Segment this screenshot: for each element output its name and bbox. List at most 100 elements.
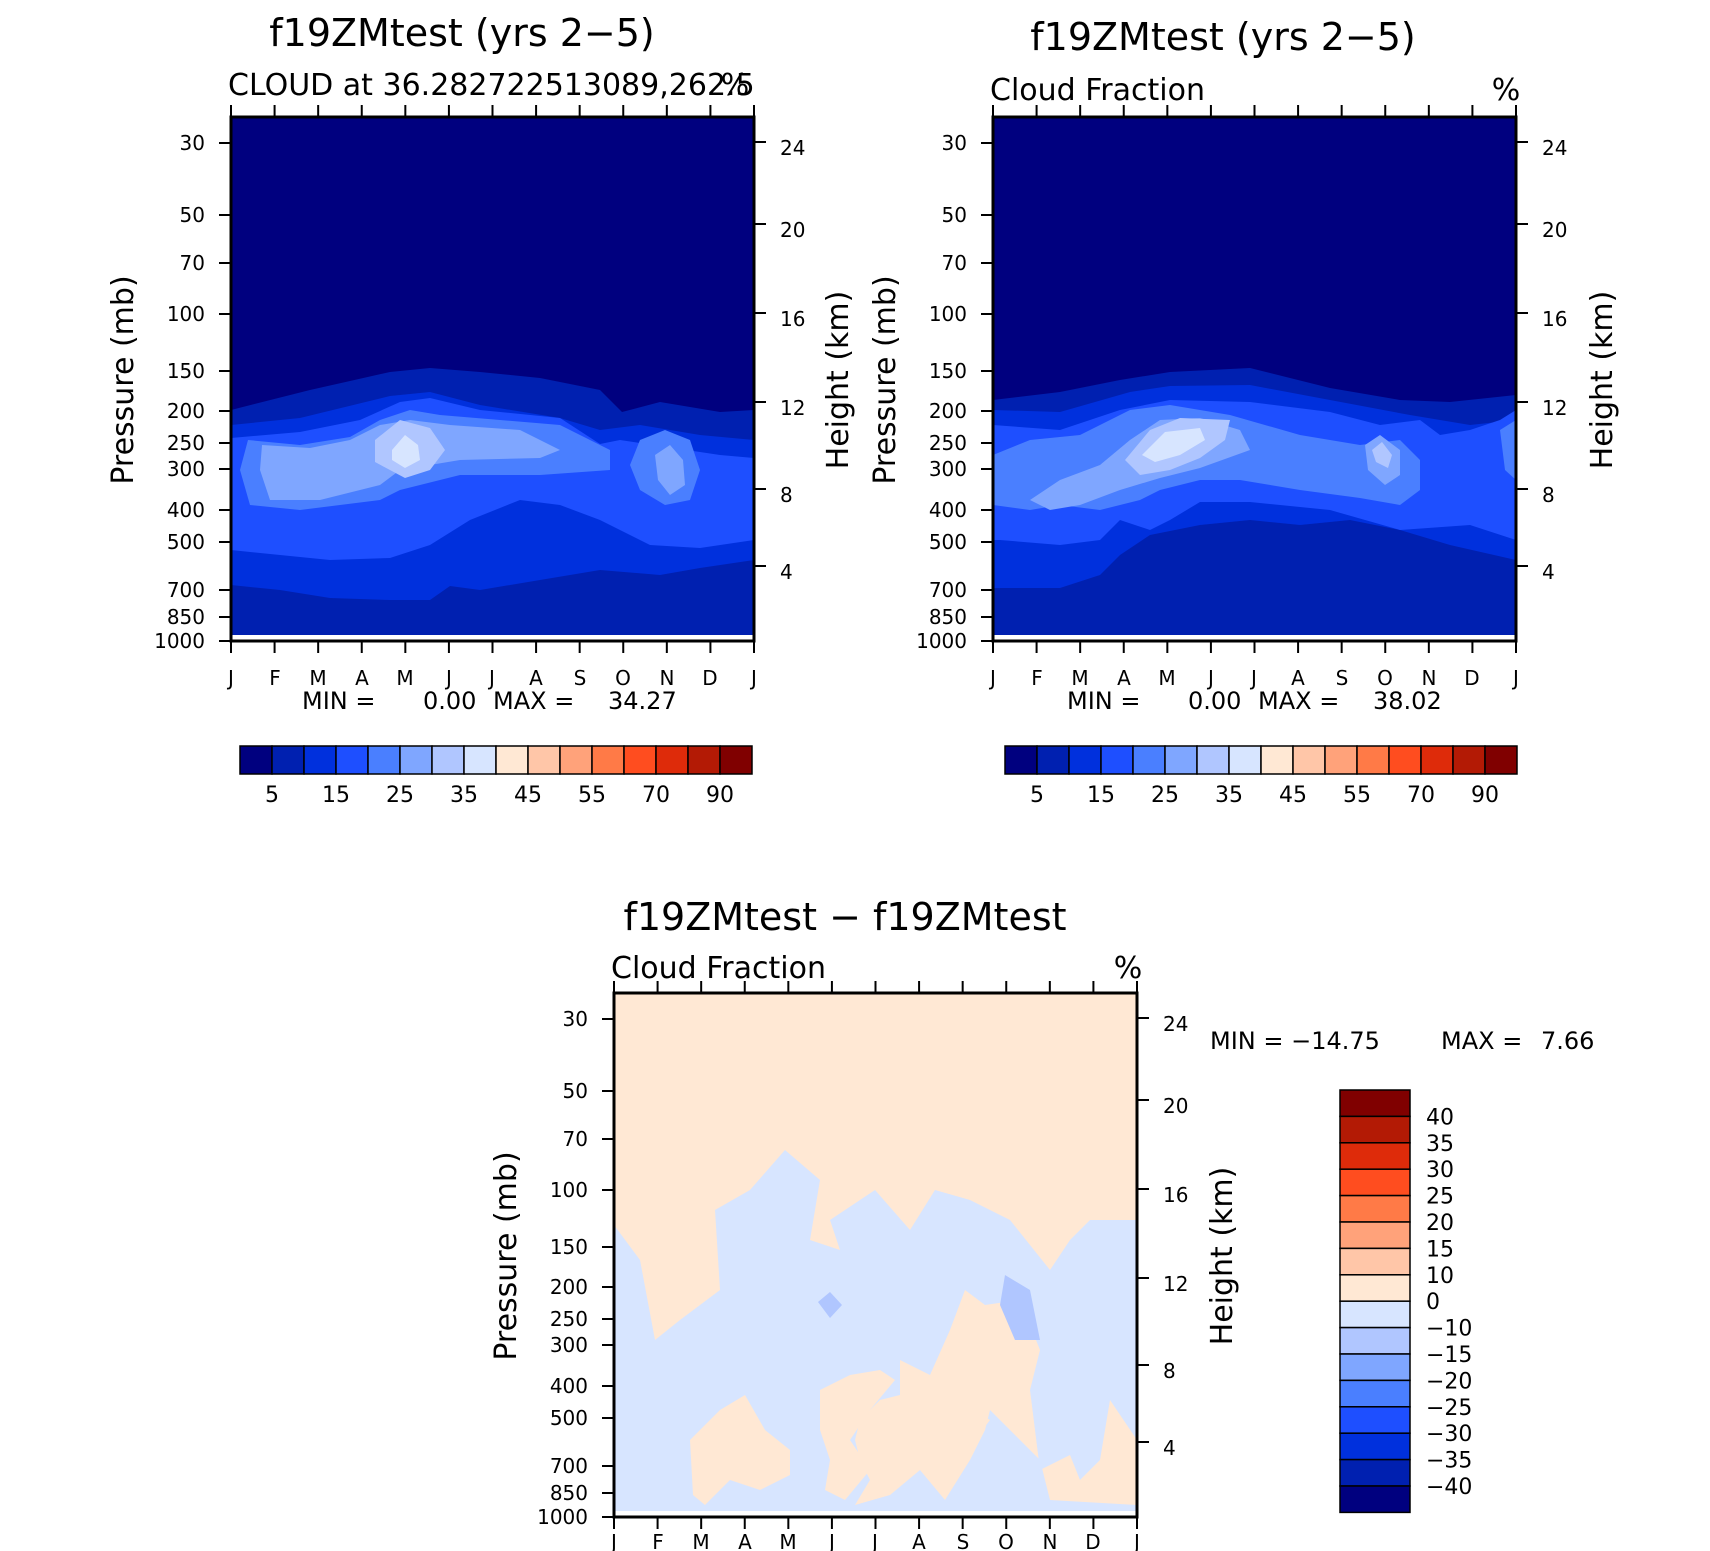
panel-1-xtick: J (444, 666, 452, 690)
colorbar-label: 55 (1343, 783, 1371, 808)
colorbar-label: 40 (1426, 1105, 1454, 1130)
panel-1-htick: 24 (780, 136, 805, 160)
panel-2-ptick: 250 (929, 431, 967, 455)
colorbar-label: 30 (1426, 1158, 1454, 1183)
panel-1-htick: 8 (780, 483, 793, 507)
panel-1-yticks-right: 24 20 16 12 8 4 (780, 136, 805, 584)
panel-2: f19ZMtest (yrs 2−5) Cloud Fraction % J F… (868, 15, 1620, 808)
panel-3-htick: 8 (1163, 1359, 1176, 1383)
colorbar-box (1100, 745, 1134, 775)
panel-2-xtick: A (1291, 666, 1305, 690)
panel-3-ptick: 200 (550, 1275, 588, 1299)
panel-1-ptick: 250 (167, 431, 205, 455)
colorbar-label: 45 (1279, 783, 1307, 808)
colorbar-box (271, 745, 305, 775)
panel-1-xtick: F (269, 666, 281, 690)
colorbar-label: 25 (1151, 783, 1179, 808)
panel-1-xtick: A (529, 666, 543, 690)
panel-1: f19ZMtest (yrs 2−5) CLOUD at 36.28272251… (106, 11, 856, 808)
panel-2-tickmarks (981, 105, 1528, 653)
panel-3-ptick: 300 (550, 1333, 588, 1357)
panel-3-band-positive-b (690, 1395, 790, 1505)
panel-3-tickmarks (602, 981, 1149, 1529)
colorbar-box (1339, 1274, 1411, 1302)
panel-3-surface-gap (614, 1511, 1137, 1517)
colorbar-box (495, 745, 529, 775)
panel-2-xtick: J (1511, 666, 1519, 690)
panel-2-xtick: F (1031, 666, 1043, 690)
colorbar-box (719, 745, 753, 775)
panel-2-xtick: M (1071, 666, 1088, 690)
colorbar-box (335, 745, 369, 775)
panel-3-htick: 16 (1163, 1183, 1188, 1207)
colorbar-box (1339, 1221, 1411, 1250)
panel-3-ptick: 400 (550, 1374, 588, 1398)
colorbar-label: 25 (386, 783, 414, 808)
colorbar-box (1339, 1194, 1411, 1223)
panel-2-xtick: D (1464, 666, 1479, 690)
colorbar-box (1339, 1142, 1411, 1170)
panel-3-min-label: MIN = −14.75 (1210, 1027, 1380, 1055)
panel-2-surface-gap (993, 635, 1516, 641)
colorbar-box (1484, 745, 1518, 775)
panel-1-ptick: 500 (167, 530, 205, 554)
panel-2-xtick: J (1206, 666, 1214, 690)
colorbar-label: 15 (322, 783, 350, 808)
panel-1-min-value: 0.00 (423, 687, 476, 715)
colorbar-label: −20 (1426, 1369, 1472, 1394)
colorbar-box (623, 745, 657, 775)
panel-1-band-7 (392, 435, 420, 468)
colorbar-box (687, 745, 721, 775)
panel-2-ptick: 700 (929, 578, 967, 602)
panel-3-ptick: 150 (550, 1235, 588, 1259)
panel-2-subtitle: Cloud Fraction (990, 73, 1205, 108)
panel-2-ptick: 150 (929, 359, 967, 383)
panel-3-band-positive-d (935, 1405, 990, 1440)
colorbar-label: 15 (1426, 1237, 1454, 1262)
panel-1-htick: 12 (780, 396, 805, 420)
panel-3: f19ZMtest − f19ZMtest Cloud Fraction % J… (489, 895, 1594, 1551)
colorbar-label: −15 (1426, 1343, 1472, 1368)
panel-1-htick: 4 (780, 560, 793, 584)
colorbar-box (1420, 745, 1454, 775)
colorbar-box (463, 745, 497, 775)
panel-3-ptick: 50 (563, 1079, 588, 1103)
colorbar-box (1068, 745, 1102, 775)
panel-1-ptick: 1000 (154, 629, 205, 653)
panel-3-ptick: 70 (563, 1127, 588, 1151)
panel-3-xtick: F (652, 1530, 664, 1551)
panel-3-max-value: 7.66 (1541, 1027, 1594, 1055)
panel-3-xtick: N (1043, 1530, 1058, 1551)
panel-1-ptick: 30 (180, 131, 205, 155)
panel-2-ptick: 100 (929, 302, 967, 326)
panel-2-ptick: 50 (942, 203, 967, 227)
panel-1-xticks: J F M A M J J A S O N D J (226, 666, 757, 690)
panel-1-htick: 20 (780, 218, 805, 242)
colorbar-box (559, 745, 593, 775)
panel-2-ptick: 200 (929, 399, 967, 423)
panel-1-tickmarks (219, 105, 766, 653)
colorbar-box (1452, 745, 1486, 775)
colorbar-box (1339, 1458, 1411, 1487)
colorbar-label: 70 (1407, 783, 1435, 808)
colorbar-box (527, 745, 561, 775)
colorbar-label: 90 (706, 783, 734, 808)
colorbar-box (431, 745, 465, 775)
panel-1-units: % (721, 68, 750, 103)
panel-2-max-label: MAX = (1258, 687, 1339, 715)
panel-1-xtick: J (749, 666, 757, 690)
colorbar-box (1339, 1115, 1411, 1144)
panel-1-ptick: 850 (167, 605, 205, 629)
panel-1-ptick: 700 (167, 578, 205, 602)
panel-3-xtick: A (912, 1530, 926, 1551)
panel-3-xtick: M (779, 1530, 796, 1551)
panel-1-xtick: O (615, 666, 631, 690)
panel-2-colorbar: 5 15 25 35 45 55 70 90 (1004, 745, 1518, 808)
colorbar-box (1132, 745, 1166, 775)
panel-2-ptick: 300 (929, 457, 967, 481)
panel-2-title: f19ZMtest (yrs 2−5) (1030, 15, 1415, 59)
colorbar-box (1339, 1353, 1411, 1382)
panel-3-yticks-right: 24 20 16 12 8 4 (1163, 1012, 1188, 1460)
colorbar-box (303, 745, 337, 775)
colorbar-box (367, 745, 401, 775)
